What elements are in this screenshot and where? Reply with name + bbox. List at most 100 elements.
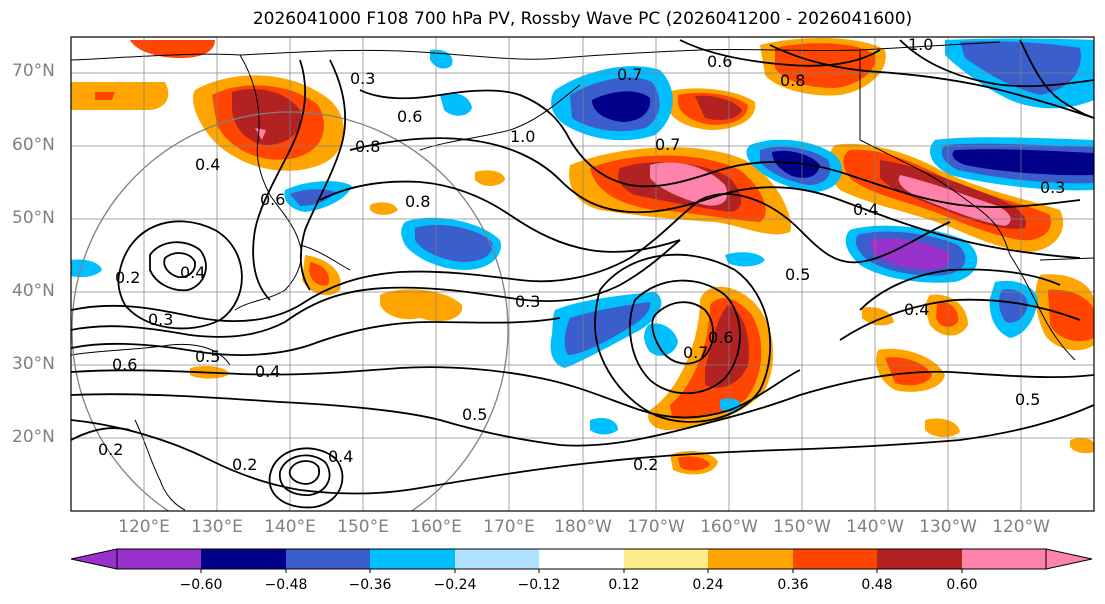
colorbar-label: −0.12 — [517, 577, 561, 593]
contour-label: 0.7 — [617, 65, 642, 84]
coastline — [859, 139, 1011, 256]
lat-label-50n: 50°N — [12, 208, 55, 228]
colorbar-bin — [962, 549, 1046, 569]
pv-contour — [359, 89, 1081, 208]
anomaly-negative — [960, 41, 1081, 95]
contour-label: 0.6 — [707, 52, 732, 71]
colorbar-label: 0.48 — [861, 577, 893, 593]
anomaly-positive — [95, 92, 115, 100]
lon-label-170w: 170°W — [627, 517, 685, 537]
anomaly-positive — [475, 170, 505, 186]
pv-contour — [71, 404, 1094, 495]
lon-label-120e: 120°E — [118, 517, 170, 537]
coastline — [71, 343, 231, 366]
anomaly-positive — [936, 301, 959, 327]
contour-label: 0.4 — [195, 155, 220, 174]
contour-label: 0.6 — [708, 328, 733, 347]
map-title: 2026041000 F108 700 hPa PV, Rossby Wave … — [252, 9, 913, 29]
coastline — [239, 54, 271, 196]
coastline — [419, 84, 581, 151]
lon-label-160w: 160°W — [700, 517, 758, 537]
anomaly-negative — [290, 189, 335, 206]
contour-label: 0.4 — [853, 200, 878, 219]
contour-label: 0.4 — [328, 447, 353, 466]
anomaly-positive — [255, 128, 266, 140]
lon-label-170e: 170°E — [483, 517, 535, 537]
pv-contour — [629, 279, 741, 395]
colorbar-bin — [793, 549, 877, 569]
anomaly-positive — [695, 95, 742, 120]
pv-contours — [71, 39, 1094, 509]
colorbar-bin — [370, 549, 455, 569]
pv-contour — [252, 59, 307, 301]
coastline — [1009, 254, 1076, 361]
anomaly-negative — [720, 398, 742, 413]
colorbar-bin — [708, 549, 793, 569]
colorbar-bin — [455, 549, 539, 569]
anomaly-positive — [1048, 289, 1094, 342]
anomaly-negative — [564, 302, 651, 355]
coastlines — [71, 41, 1094, 511]
colorbar-bin — [877, 549, 962, 569]
contour-label: 0.5 — [1015, 390, 1040, 409]
anomaly-positive — [1070, 437, 1094, 454]
pv-contour — [279, 454, 331, 496]
colorbar-label: −0.36 — [348, 577, 392, 593]
lat-label-30n: 30°N — [12, 354, 55, 374]
map-frame — [70, 36, 1095, 512]
pv-contour — [839, 298, 1081, 341]
anomaly-positive — [885, 357, 932, 386]
coastline — [134, 419, 186, 511]
lat-label-20n: 20°N — [12, 427, 55, 447]
anomaly-positive — [898, 175, 1011, 226]
pv-contour — [117, 220, 243, 330]
anomaly-positive — [309, 262, 330, 286]
anomaly-positive — [380, 289, 463, 322]
pv-contour — [288, 460, 320, 485]
anomaly-negative — [592, 91, 651, 122]
anomaly-negative — [71, 259, 102, 278]
pv-contour — [71, 366, 801, 419]
anomaly-positive — [130, 40, 215, 58]
colorbar-label: −0.24 — [433, 577, 477, 593]
colorbar-bin — [624, 549, 708, 569]
pv-contour — [859, 268, 1061, 311]
anomaly-positive — [232, 89, 301, 145]
lon-label-180w: 180°W — [554, 517, 612, 537]
colorbar-label: 0.60 — [946, 577, 978, 593]
contour-label: 0.2 — [232, 455, 257, 474]
contour-label: 0.7 — [683, 343, 708, 362]
anomaly-positive — [71, 82, 169, 110]
coastline — [1039, 257, 1094, 261]
colorbar-arrow-low — [70, 548, 118, 570]
coastline — [559, 41, 1001, 59]
contour-label: 0.5 — [195, 347, 220, 366]
map-panel: 0.3 0.6 0.8 1.0 0.7 0.6 0.8 0.7 0.4 0.6 … — [70, 36, 1095, 512]
contour-label: 0.4 — [904, 300, 929, 319]
pv-contour — [349, 137, 1081, 259]
lon-label-140e: 140°E — [264, 517, 316, 537]
contour-label: 0.3 — [148, 310, 173, 329]
lon-label-150w: 150°W — [773, 517, 831, 537]
anomaly-positive — [705, 305, 749, 388]
contour-label: 0.6 — [260, 190, 285, 209]
pv-contour — [594, 253, 772, 423]
anomaly-negative — [440, 93, 472, 116]
graticule — [71, 37, 1094, 511]
pv-contour — [71, 193, 951, 322]
pv-contour — [899, 39, 1094, 88]
coastline — [71, 49, 561, 61]
contour-label: 0.5 — [785, 265, 810, 284]
anomaly-negative — [590, 418, 618, 435]
anomaly-positive — [370, 202, 398, 215]
colorbar-label: 0.12 — [608, 577, 640, 593]
contour-label: 0.4 — [180, 263, 205, 282]
lat-label-60n: 60°N — [12, 135, 55, 155]
contour-label: 1.0 — [510, 127, 535, 146]
lon-label-160e: 160°E — [410, 517, 462, 537]
contour-label: 0.5 — [462, 405, 487, 424]
pv-contour — [679, 39, 881, 67]
colorbar-ticks — [200, 569, 963, 573]
colorbar-label: 0.36 — [777, 577, 809, 593]
contour-label: 0.3 — [515, 292, 540, 311]
